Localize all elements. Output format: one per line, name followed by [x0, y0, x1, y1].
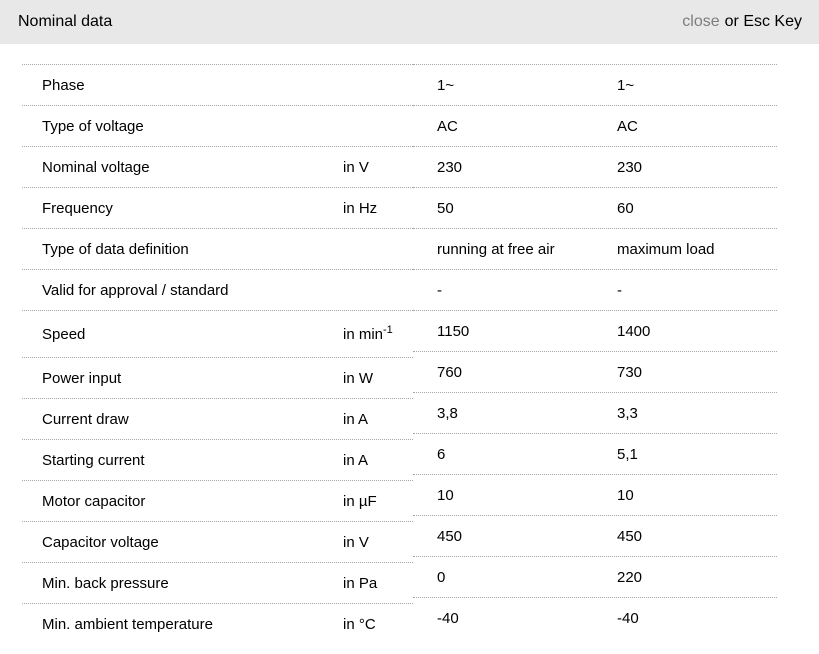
row-value-col1: 450 — [437, 527, 463, 545]
row-label: Speed — [42, 325, 86, 343]
table-row-values: 1~ 1~ — [413, 65, 777, 106]
table-row-labels: Capacitor voltage in V — [22, 522, 413, 563]
row-value-col1: -40 — [437, 610, 459, 627]
table-row-labels: Valid for approval / standard — [22, 270, 413, 311]
row-value-col2: 730 — [617, 363, 643, 381]
row-value-col2: 1~ — [617, 76, 635, 94]
table-row-values: -- — [413, 270, 777, 311]
table-row-labels: Power input in W — [22, 358, 413, 399]
row-label: Frequency — [42, 199, 113, 217]
table-row-values: running at free air maximum load — [413, 229, 777, 270]
row-label: Current draw — [42, 410, 129, 428]
table-row-labels: Phase — [22, 65, 413, 106]
row-value-col2: maximum load — [617, 240, 715, 258]
table-row-values: 0 220 — [413, 557, 777, 598]
row-label: Motor capacitor — [42, 492, 146, 510]
row-label: Capacitor voltage — [42, 533, 159, 551]
row-label: Phase — [42, 76, 85, 94]
table-row-labels: Type of data definition — [22, 229, 413, 270]
row-value-col1: - — [437, 281, 442, 299]
row-value-col1: running at free air — [437, 240, 555, 258]
row-unit: in µF — [343, 492, 377, 510]
row-value-col2: 230 — [617, 158, 643, 176]
table-row-values: 6 5,1 — [413, 434, 777, 475]
row-value-col1: 3,8 — [437, 404, 458, 422]
nominal-data-table: Phase Type of voltage Nominal voltage in V F… — [22, 64, 777, 645]
table-row-labels: Starting current in A — [22, 440, 413, 481]
row-value-col2: 60 — [617, 199, 634, 217]
row-value-col1: 0 — [437, 568, 446, 586]
row-value-col1: 50 — [437, 199, 454, 217]
row-label: Valid for approval / standard — [42, 281, 229, 299]
table-row-labels: Current draw in A — [22, 399, 413, 440]
table-row-values: 760 730 — [413, 352, 777, 393]
table-row-values: 450 450 — [413, 516, 777, 557]
row-value-col2: 450 — [617, 527, 643, 545]
row-value-col2: 10 — [617, 486, 634, 504]
table-row-labels: Motor capacitor in µF — [22, 481, 413, 522]
table-row-labels: Frequency in Hz — [22, 188, 413, 229]
row-value-col2: -40 — [617, 610, 639, 627]
row-label: Min. ambient temperature — [42, 616, 213, 633]
table-row-labels: Min. ambient temperature in °C — [22, 604, 413, 645]
table-row-labels: Speed in min-1 — [22, 311, 413, 358]
row-value-col1: 1~ — [437, 76, 455, 94]
row-label: Nominal voltage — [42, 158, 150, 176]
row-value-col1: 230 — [437, 158, 463, 176]
dialog-title: Nominal data — [18, 13, 113, 30]
row-label: Min. back pressure — [42, 574, 169, 592]
table-row-values: AC AC — [413, 106, 777, 147]
row-value-col1: 10 — [437, 486, 454, 504]
close-area: close or Esc Key — [682, 13, 802, 31]
row-value-col2: 1400 — [617, 322, 651, 340]
row-label: Type of data definition — [42, 240, 189, 258]
table-row-values: 3,8 3,3 — [413, 393, 777, 434]
row-value-col1: AC — [437, 117, 458, 135]
labels-units-table: Phase Type of voltage Nominal voltage in V F… — [22, 64, 413, 645]
unit-superscript: -1 — [383, 323, 393, 336]
row-value-col2: AC — [617, 117, 638, 135]
dialog-header: Nominal data close or Esc Key — [0, 0, 819, 44]
table-row-labels: Nominal voltage in V — [22, 147, 413, 188]
row-label: Type of voltage — [42, 117, 144, 135]
table-row-labels: Min. back pressure in Pa — [22, 563, 413, 604]
row-value-col2: 220 — [617, 568, 643, 586]
row-label: Starting current — [42, 451, 145, 469]
row-unit: in °C — [343, 616, 376, 633]
table-row-values: 10 10 — [413, 475, 777, 516]
row-unit: in W — [343, 369, 373, 387]
table-row-values: 1150 1400 — [413, 311, 777, 352]
row-unit: in min-1 — [343, 323, 393, 343]
table-row-labels: Type of voltage — [22, 106, 413, 147]
values-table: 1~ 1~ AC AC 230 230 50 60 running at free air max… — [413, 64, 777, 639]
esc-key-hint: or Esc Key — [724, 13, 802, 30]
close-button[interactable]: close — [682, 13, 720, 30]
table-row-values: -40 -40 — [413, 598, 777, 639]
row-label: Power input — [42, 369, 122, 387]
row-unit: in Hz — [343, 199, 378, 217]
row-unit: in A — [343, 451, 369, 469]
row-unit: in V — [343, 158, 369, 176]
table-row-values: 50 60 — [413, 188, 777, 229]
row-value-col1: 6 — [437, 445, 446, 463]
row-value-col2: 5,1 — [617, 445, 638, 463]
row-value-col1: 1150 — [437, 322, 470, 340]
row-unit: in Pa — [343, 574, 378, 592]
row-value-col1: 760 — [437, 363, 463, 381]
row-value-col2: 3,3 — [617, 404, 638, 422]
table-row-values: 230 230 — [413, 147, 777, 188]
row-unit: in V — [343, 533, 369, 551]
row-value-col2: - — [617, 281, 622, 299]
row-unit: in A — [343, 410, 369, 428]
